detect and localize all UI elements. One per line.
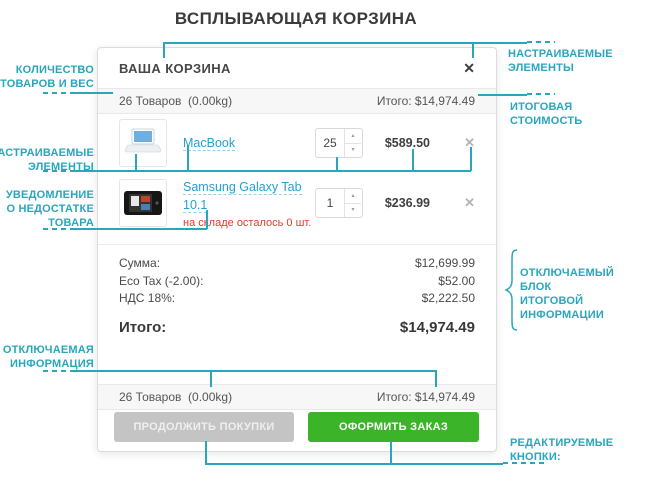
items-count-bottom: 26 Товаров (0.00kg) — [119, 390, 233, 404]
product-name-cell: MacBook — [183, 134, 315, 152]
brace-icon — [504, 249, 518, 331]
annotation-line — [163, 42, 527, 44]
annotation-line — [72, 170, 471, 172]
summary-row: Сумма: $12,699.99 — [119, 255, 475, 273]
summary-row: Eco Tax (-2.00): $52.00 — [119, 273, 475, 291]
annotation-line — [135, 154, 137, 171]
annotation-summary-block: ОТКЛЮЧАЕМЫЙ БЛОК ИТОГОВОЙ ИНФОРМАЦИИ — [520, 267, 614, 321]
annotation-line — [43, 92, 72, 94]
spinner-down-icon[interactable]: ▾ — [351, 207, 355, 214]
cart-total-bottom: Итого: $14,974.49 — [376, 390, 475, 404]
quantity-spinner: ▴ ▾ — [344, 129, 361, 157]
annotation-customizable-elements-top: НАСТРАИВАЕМЫЕ ЭЛЕМЕНТЫ — [508, 48, 613, 74]
annotation-line — [72, 92, 113, 94]
cart-top-bar: 26 Товаров (0.00kg) Итого: $14,974.49 — [98, 88, 496, 114]
remove-item-icon[interactable]: ✕ — [464, 195, 475, 210]
spinner-up-icon[interactable]: ▴ — [345, 129, 361, 144]
summary-value: $52.00 — [438, 273, 475, 288]
quantity-stepper: ▴ ▾ — [315, 188, 363, 218]
annotation-line — [470, 147, 472, 171]
product-image-tablet[interactable] — [119, 179, 167, 227]
quantity-input[interactable] — [316, 129, 344, 157]
order-summary: Сумма: $12,699.99 Eco Tax (-2.00): $52.0… — [119, 255, 475, 336]
cart-total-top: Итого: $14,974.49 — [376, 94, 475, 108]
annotation-line — [478, 94, 527, 96]
annotation-line — [72, 228, 207, 230]
annotation-line — [472, 42, 474, 58]
summary-label: Сумма: — [119, 256, 161, 270]
annotation-line — [205, 463, 503, 465]
summary-row: НДС 18%: $2,222.50 — [119, 290, 475, 308]
cart-bottom-bar: 26 Товаров (0.00kg) Итого: $14,974.49 — [98, 384, 496, 410]
annotation-line — [205, 441, 207, 464]
annotation-line — [187, 145, 189, 171]
product-link[interactable]: MacBook — [183, 136, 236, 151]
cart-item-row: MacBook ▴ ▾ $589.50 ✕ — [119, 118, 475, 168]
close-icon[interactable]: ✕ — [463, 59, 475, 76]
annotation-line — [527, 93, 555, 95]
annotation-items-count-weight: КОЛИЧЕСТВО ТОВАРОВ И ВЕС — [0, 64, 94, 90]
annotation-line — [412, 149, 414, 171]
annotation-line — [527, 41, 555, 43]
items-count-top: 26 Товаров (0.00kg) — [119, 94, 233, 108]
tablet-icon — [124, 191, 162, 215]
summary-label: Eco Tax (-2.00): — [119, 273, 204, 288]
annotation-line — [206, 210, 208, 229]
annotation-line — [43, 370, 72, 372]
cart-title: ВАША КОРЗИНА — [119, 60, 231, 76]
annotation-total-cost: ИТОГОВАЯ СТОИМОСТЬ — [510, 101, 583, 127]
annotation-line — [390, 441, 392, 464]
annotation-line — [43, 228, 72, 230]
cart-modal: ВАША КОРЗИНА ✕ 26 Товаров (0.00kg) Итого… — [97, 47, 497, 452]
summary-value: $12,699.99 — [414, 256, 475, 270]
annotation-line — [435, 370, 437, 387]
quantity-stepper: ▴ ▾ — [315, 128, 363, 158]
annotation-line — [503, 462, 545, 464]
spinner-down-icon[interactable]: ▾ — [351, 147, 355, 154]
cart-actions: ПРОДОЛЖИТЬ ПОКУПКИ ОФОРМИТЬ ЗАКАЗ — [114, 412, 479, 442]
total-value: $14,974.49 — [399, 318, 475, 336]
summary-label: НДС 18%: — [119, 291, 176, 305]
quantity-spinner: ▴ ▾ — [344, 189, 361, 217]
product-name-cell: Samsung Galaxy Tab 10.1 на складе остало… — [183, 178, 315, 229]
annotation-line — [43, 170, 72, 172]
cart-item-row: Samsung Galaxy Tab 10.1 на складе остало… — [119, 178, 475, 229]
spinner-up-icon[interactable]: ▴ — [345, 189, 361, 204]
quantity-input[interactable] — [316, 189, 344, 217]
total-label: Итого: — [119, 318, 167, 336]
checkout-button[interactable]: ОФОРМИТЬ ЗАКАЗ — [308, 412, 479, 442]
continue-shopping-button[interactable]: ПРОДОЛЖИТЬ ПОКУПКИ — [114, 412, 294, 442]
annotation-editable-buttons: РЕДАКТИРУЕМЫЕ КНОПКИ: — [510, 437, 614, 463]
line-item-price: $236.99 — [384, 196, 430, 210]
summary-value: $2,222.50 — [421, 291, 475, 305]
annotation-stock-notice: УВЕДОМЛЕНИЕ О НЕДОСТАТКЕ ТОВАРА — [5, 189, 94, 229]
annotation-line — [72, 370, 436, 372]
annotation-line — [163, 42, 165, 58]
annotation-toggleable-info: ОТКЛЮЧАЕМАЯ ИНФОРМАЦИЯ — [2, 344, 94, 370]
stock-warning: на складе осталось 0 шт. — [183, 216, 312, 229]
annotation-line — [210, 370, 212, 387]
annotation-line — [336, 157, 338, 171]
divider — [98, 244, 496, 245]
remove-item-icon[interactable]: ✕ — [464, 135, 475, 150]
line-item-price: $589.50 — [384, 136, 430, 150]
product-image-macbook[interactable] — [119, 119, 167, 167]
cart-header: ВАША КОРЗИНА ✕ — [98, 48, 496, 88]
page-title: ВСПЛЫВАЮЩАЯ КОРЗИНА — [174, 9, 418, 28]
product-link[interactable]: Samsung Galaxy Tab 10.1 — [183, 179, 302, 213]
summary-total-row: Итого: $14,974.49 — [119, 319, 475, 336]
laptop-icon — [124, 128, 162, 153]
